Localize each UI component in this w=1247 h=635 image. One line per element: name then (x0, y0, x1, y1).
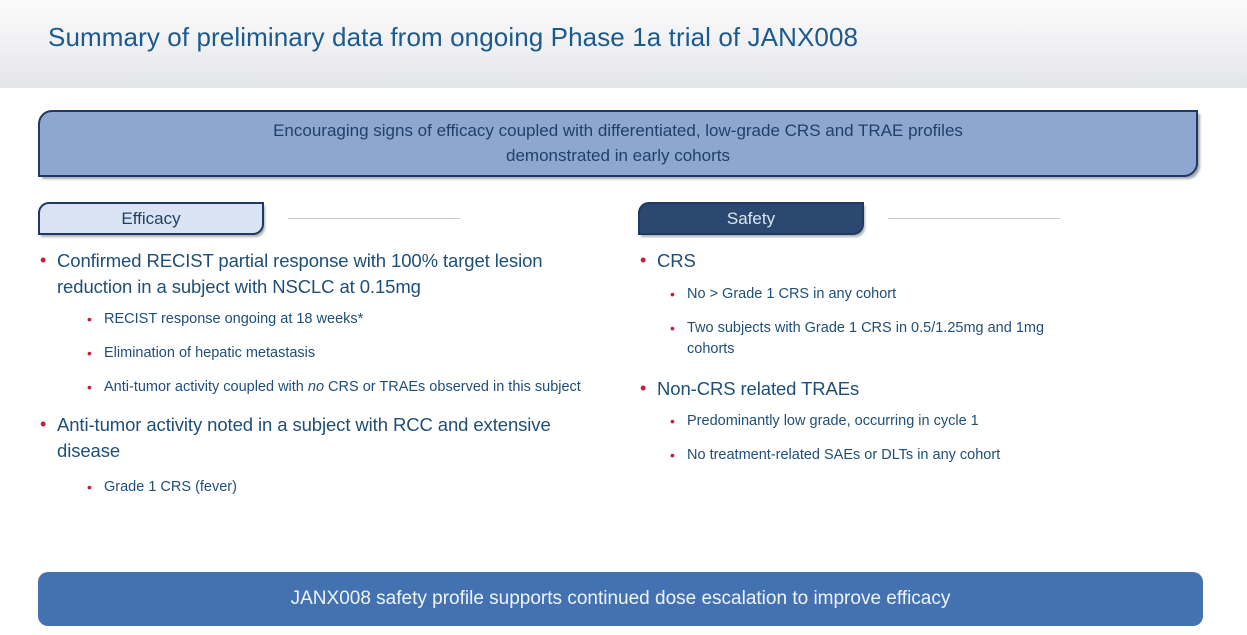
bullet-item: • Two subjects with Grade 1 CRS in 0.5/1… (670, 318, 1200, 360)
bullet-text: Anti-tumor activity coupled with no CRS … (104, 379, 581, 396)
bullet-icon: • (640, 250, 647, 270)
bullet-icon: • (670, 319, 675, 336)
safety-header-rule (888, 218, 1060, 219)
bullet-item: • Anti-tumor activity noted in a subject… (40, 412, 585, 463)
highlight-banner-line1: Encouraging signs of efficacy coupled wi… (273, 120, 963, 140)
bullet-text: Elimination of hepatic metastasis (104, 345, 316, 362)
page-title: Summary of preliminary data from ongoing… (48, 22, 859, 52)
bullet-icon: • (87, 311, 92, 328)
bullet-icon: • (670, 413, 675, 430)
bullet-icon: • (87, 379, 92, 396)
efficacy-header-rule (288, 218, 460, 219)
bullet-item: • Elimination of hepatic metastasis (87, 343, 585, 364)
efficacy-bullet-list: • Confirmed RECIST partial response with… (40, 248, 585, 511)
bullet-text: Predominantly low grade, occurring in cy… (687, 413, 979, 430)
bullet-item: • Predominantly low grade, occurring in … (670, 411, 1200, 432)
bullet-text: Anti-tumor activity noted in a subject w… (57, 414, 551, 461)
bullet-icon: • (40, 414, 47, 435)
bullet-item: • Grade 1 CRS (fever) (87, 477, 585, 498)
bullet-item: • Confirmed RECIST partial response with… (40, 248, 585, 299)
bullet-item: • Anti-tumor activity coupled with no CR… (87, 377, 585, 398)
footer-banner: JANX008 safety profile supports continue… (38, 572, 1203, 626)
bullet-text: No treatment-related SAEs or DLTs in any… (687, 447, 1001, 464)
safety-bullet-list: • CRS • No > Grade 1 CRS in any cohort •… (640, 248, 1200, 479)
bullet-text: No > Grade 1 CRS in any cohort (687, 285, 897, 302)
bullet-item: • RECIST response ongoing at 18 weeks* (87, 309, 585, 330)
safety-section-header: Safety (638, 202, 864, 235)
title-band: Summary of preliminary data from ongoing… (0, 0, 1247, 88)
highlight-banner-line2: demonstrated in early cohorts (506, 145, 730, 165)
bullet-text: Confirmed RECIST partial response with 1… (57, 250, 543, 297)
bullet-text: Two subjects with Grade 1 CRS in 0.5/1.2… (687, 319, 1045, 357)
bullet-icon: • (40, 250, 47, 270)
bullet-item: • No > Grade 1 CRS in any cohort (670, 284, 1200, 305)
bullet-icon: • (670, 285, 675, 302)
bullet-icon: • (640, 377, 647, 398)
bullet-icon: • (87, 345, 92, 362)
bullet-item: • Non-CRS related TRAEs (640, 376, 1200, 402)
bullet-icon: • (87, 479, 92, 496)
bullet-text: CRS (657, 250, 696, 271)
bullet-text: Grade 1 CRS (fever) (104, 479, 237, 496)
bullet-text: RECIST response ongoing at 18 weeks* (104, 311, 364, 328)
bullet-icon: • (670, 447, 675, 464)
bullet-item: • CRS (640, 248, 1200, 274)
highlight-banner: Encouraging signs of efficacy coupled wi… (38, 110, 1198, 177)
efficacy-section-header: Efficacy (38, 202, 264, 235)
bullet-text: Non-CRS related TRAEs (657, 377, 860, 399)
bullet-item: • No treatment-related SAEs or DLTs in a… (670, 445, 1200, 466)
